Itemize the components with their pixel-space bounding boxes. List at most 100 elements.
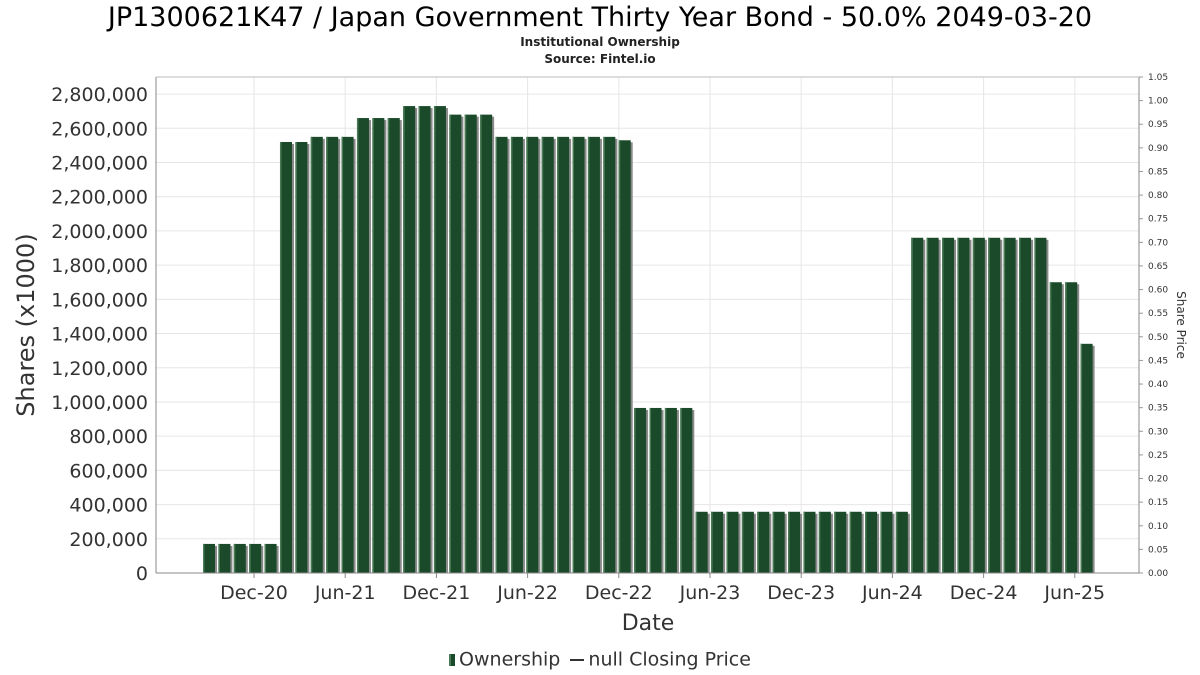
bar-highlight [618,140,621,573]
chart-subtitle: Institutional Ownership [520,35,680,49]
bar-highlight [772,511,775,573]
ownership-bar [972,237,985,574]
bar-highlight [372,118,374,573]
ownership-bar [1019,237,1032,574]
ownership-bar [1049,282,1062,573]
ownership-bar [403,106,416,573]
ownership-bar [772,511,785,573]
ownership-bar [356,118,369,573]
x-tick-label: Dec-23 [767,582,835,604]
y-tick-label: 0 [136,563,148,585]
ownership-bar [680,407,693,573]
x-tick-label: Dec-24 [950,582,1018,604]
bar-highlight [341,136,344,574]
bar-highlight [865,511,867,573]
ownership-bar [1003,237,1016,574]
bar-highlight [726,511,728,573]
chart-source: Source: Fintel.io [544,52,656,66]
ownership-bar [649,407,662,573]
bar-highlight [495,136,498,574]
ownership-bar [818,511,831,573]
legend-ownership: Ownership [459,648,561,671]
bar-highlight [295,141,297,573]
ownership-bar [788,511,801,573]
bar-highlight [911,237,913,574]
y2-tick-label: 1.00 [1148,97,1168,107]
ownership-swatch-icon [449,653,456,666]
ownership-bar [203,543,216,573]
ownership-bar [664,407,677,573]
bar-highlight [449,114,451,573]
bar-highlight [418,106,421,573]
bar-highlight [356,118,359,573]
ownership-bar [634,407,647,573]
y2-tick-label: 0.60 [1148,286,1168,296]
bar-highlight [387,118,390,573]
ownership-bar [695,511,708,573]
x-tick-label: Dec-22 [585,582,653,604]
y-tick-label: 1,600,000 [51,289,148,311]
bar-highlight [926,237,929,574]
bar-highlight [464,114,467,573]
ownership-bar [557,136,570,574]
y2-tick-label: 0.45 [1148,356,1168,366]
bar-highlight [680,407,682,573]
y-tick-label: 1,000,000 [51,392,148,414]
y-tick-label: 1,800,000 [51,255,148,277]
bar-highlight [480,114,482,573]
y-tick-label: 200,000 [69,529,148,551]
bar-highlight [818,511,821,573]
bar-highlight [803,511,805,573]
ownership-bar [418,106,431,573]
x-tick-label: Jun-23 [679,582,741,604]
y2-tick-label: 0.50 [1148,333,1168,343]
bar-highlight [972,237,975,574]
x-tick-label: Jun-25 [1043,582,1105,604]
bar-highlight [895,511,898,573]
ownership-bar [880,511,893,573]
bar-highlight [510,136,513,574]
y-tick-label: 2,200,000 [51,187,148,209]
y2-tick-label: 0.00 [1148,569,1168,579]
ownership-bar [803,511,816,573]
bar-highlight [741,511,744,573]
ownership-bar [603,136,616,574]
x-tick-label: Jun-22 [496,582,558,604]
ownership-bar [572,136,585,574]
bar-highlight [1065,282,1067,573]
y2-tick-label: 0.05 [1148,545,1168,555]
ownership-bar [926,237,939,574]
bar-highlight [957,237,959,574]
y2-tick-label: 0.40 [1148,380,1168,390]
bar-highlight [1034,237,1036,574]
x-tick-label: Dec-21 [402,582,470,604]
ownership-bar [279,141,292,573]
y-tick-label: 2,600,000 [51,118,148,140]
ownership-bar [526,136,539,574]
x-axis-label: Date [622,611,675,636]
y2-tick-label: 0.75 [1148,215,1168,225]
ownership-bar [464,114,477,573]
legend-price: null Closing Price [588,648,751,671]
bar-highlight [433,106,436,573]
bar-highlight [203,543,205,573]
bar-highlight [603,136,605,574]
y2-axis-label: Share Price [1174,291,1188,359]
ownership-bar [295,141,308,573]
ownership-bar [587,136,600,574]
bar-highlight [634,407,636,573]
bar-highlight [849,511,852,573]
ownership-bar [218,543,231,573]
bar-highlight [942,237,944,574]
bar-highlight [695,511,698,573]
y-tick-label: 2,400,000 [51,153,148,175]
bar-highlight [310,136,313,574]
y2-tick-label: 0.25 [1148,451,1168,461]
chart-title: JP1300621K47 / Japan Government Thirty Y… [107,2,1093,33]
bar-highlight [403,106,405,573]
bar-highlight [649,407,651,573]
y2-tick-label: 0.70 [1148,238,1168,248]
y-axis-label: Shares (x1000) [12,233,40,416]
ownership-bar [387,118,400,573]
